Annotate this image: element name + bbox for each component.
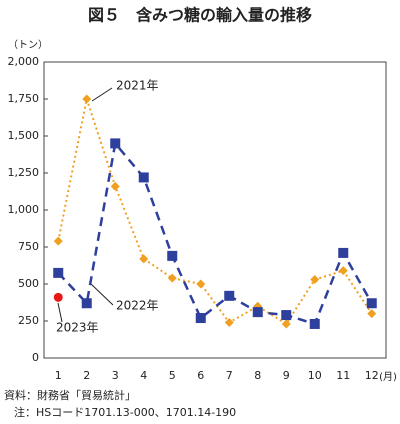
y-tick-label: 1,250 xyxy=(8,166,40,179)
source-note: 注：HSコード1701.13-000、1701.14-190 xyxy=(14,405,236,419)
leader-line xyxy=(89,282,114,306)
x-tick-label: 10 xyxy=(308,369,322,382)
marker xyxy=(224,317,234,327)
y-tick-label: 750 xyxy=(18,240,39,253)
series-line xyxy=(57,95,373,326)
y-tick-label: 1,750 xyxy=(8,92,40,105)
marker xyxy=(281,310,292,321)
annotation: 2023年 xyxy=(56,321,99,335)
y-unit: （トン） xyxy=(8,39,48,51)
marker xyxy=(310,275,320,285)
x-tick-label: 11 xyxy=(336,369,350,382)
x-tick-label: 6 xyxy=(197,369,204,382)
x-tick-label: 5 xyxy=(169,369,176,382)
y-tick-label: 2,000 xyxy=(8,55,40,68)
y-tick-label: 500 xyxy=(18,277,39,290)
x-tick-label: 9 xyxy=(283,369,290,382)
marker xyxy=(338,247,349,258)
marker xyxy=(53,267,64,278)
annotation: 2022年 xyxy=(116,299,159,313)
y-tick-label: 1,000 xyxy=(8,203,40,216)
series-line xyxy=(57,140,373,326)
marker xyxy=(110,181,120,191)
marker xyxy=(138,172,149,183)
marker xyxy=(338,266,348,276)
marker xyxy=(81,298,92,309)
x-unit: (月) xyxy=(379,371,397,383)
leader-line xyxy=(57,302,63,323)
marker xyxy=(110,138,121,149)
x-tick-label: 4 xyxy=(140,369,147,382)
marker xyxy=(366,298,377,309)
marker xyxy=(53,236,63,246)
x-tick-label: 3 xyxy=(112,369,119,382)
marker xyxy=(53,292,63,302)
source-note: 資料：財務省「貿易統計」 xyxy=(4,388,136,402)
marker xyxy=(252,307,263,318)
marker xyxy=(196,279,206,289)
annotation: 2021年 xyxy=(116,79,159,93)
chart-title: 図５ 含みつ糖の輸入量の推移 xyxy=(88,6,312,25)
y-tick-label: 1,500 xyxy=(8,129,40,142)
leader-line xyxy=(91,87,113,102)
marker xyxy=(167,250,178,261)
y-tick-label: 0 xyxy=(32,351,39,364)
plot-frame xyxy=(43,61,387,359)
y-tick-label: 250 xyxy=(18,314,39,327)
marker xyxy=(309,318,320,329)
marker xyxy=(195,313,206,324)
marker xyxy=(82,94,92,104)
marker xyxy=(167,273,177,283)
x-tick-label: 2 xyxy=(83,369,90,382)
marker xyxy=(224,290,235,301)
x-tick-label: 12 xyxy=(365,369,379,382)
marker xyxy=(367,309,377,319)
marker xyxy=(139,254,149,264)
marker xyxy=(281,319,291,329)
x-tick-label: 1 xyxy=(55,369,62,382)
x-tick-label: 7 xyxy=(226,369,233,382)
x-tick-label: 8 xyxy=(254,369,261,382)
